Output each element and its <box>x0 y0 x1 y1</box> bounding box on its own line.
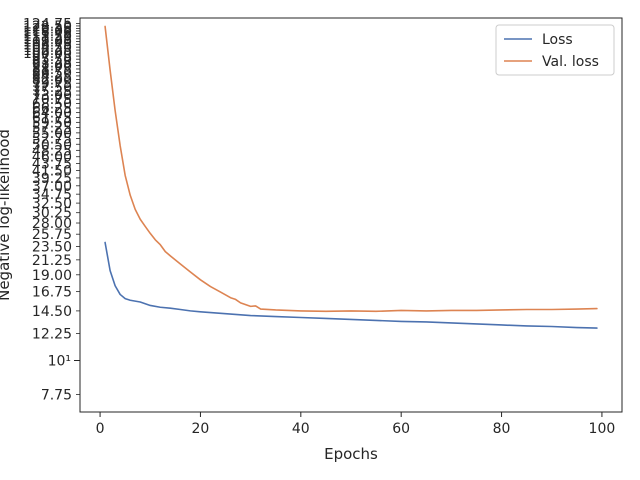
x-tick-label: 20 <box>192 421 210 437</box>
y-tick-label: 84.25 <box>32 69 72 85</box>
y-tick-label: 82.00 <box>32 73 72 89</box>
y-tick-label: 50.50 <box>32 137 72 153</box>
y-tick-label: 70.75 <box>32 92 72 108</box>
y-tick-label: 115.75 <box>23 27 72 43</box>
y-major-tick-label: 10¹ <box>48 354 71 370</box>
y-tick-label: 64.00 <box>32 106 72 122</box>
x-tick-label: 0 <box>96 421 105 437</box>
y-tick-label: 16.75 <box>32 285 72 301</box>
y-tick-label: 46.00 <box>32 150 72 166</box>
x-tick-label: 60 <box>392 421 410 437</box>
x-tick-label: 100 <box>589 421 616 437</box>
y-tick-label: 61.75 <box>32 110 72 126</box>
y-tick-label: 23.50 <box>32 239 72 255</box>
y-tick-label: 120.25 <box>23 21 72 37</box>
y-tick-label: 118.00 <box>23 24 72 40</box>
x-tick-label: 80 <box>493 421 511 437</box>
y-tick-label: 25.75 <box>32 227 72 243</box>
y-tick-label: 59.50 <box>32 115 72 131</box>
y-tick-label: 86.50 <box>32 65 72 81</box>
y-tick-label: 39.25 <box>32 171 72 187</box>
y-tick-label: 48.25 <box>32 143 72 159</box>
series-line-1 <box>104 241 598 329</box>
y-tick-label: 55.00 <box>32 126 72 142</box>
y-tick-label: 43.75 <box>32 156 72 172</box>
legend: Loss Val. loss <box>495 24 615 76</box>
y-tick-label: 104.50 <box>23 40 72 56</box>
y-tick-label: 100.00 <box>23 46 72 62</box>
y-tick-label: 73.00 <box>32 88 72 104</box>
axes-layer <box>79 17 623 413</box>
y-axis-label: Negative log-likelihood <box>0 129 13 301</box>
y-tick-label: 52.75 <box>32 131 72 147</box>
y-tick-label: 32.50 <box>32 196 72 212</box>
y-tick-label: 111.25 <box>23 32 72 48</box>
y-tick-label: 106.75 <box>23 37 72 53</box>
y-tick-label: 77.50 <box>32 80 72 96</box>
y-tick-label: 68.50 <box>32 97 72 113</box>
y-tick-label: 109.00 <box>23 35 72 51</box>
ticks-layer: 0 20 40 60 80 100 7.75 12.25 14.50 16.7519.0021.2… <box>23 17 615 437</box>
y-tick-label: 28.00 <box>32 216 72 232</box>
y-tick-label: 102.25 <box>23 43 72 59</box>
y-tick-label: 97.75 <box>32 49 72 65</box>
y-tick-label: 34.75 <box>32 187 72 203</box>
y-tick-label: 37.00 <box>32 179 72 195</box>
y-tick-label: 57.25 <box>32 121 72 137</box>
y-tick-label: 30.25 <box>32 206 72 222</box>
series-line-2 <box>104 25 598 313</box>
plot-area <box>80 18 622 412</box>
y-tick-label: 88.75 <box>32 62 72 78</box>
y-tick-label: 7.75 <box>41 388 72 404</box>
x-tick-label: 40 <box>292 421 310 437</box>
legend-label-1: Loss <box>542 32 573 48</box>
y-tick-label: 21.25 <box>32 253 72 269</box>
y-tick-label: 66.25 <box>32 101 72 117</box>
y-tick-label: 14.50 <box>32 304 72 320</box>
y-tick-label: 113.50 <box>23 29 72 45</box>
y-tick-label: 93.25 <box>32 55 72 71</box>
y-tick-label: 124.75 <box>23 17 72 33</box>
series-layer <box>104 25 598 329</box>
legend-label-2: Val. loss <box>542 54 599 70</box>
axes-frame <box>79 17 623 413</box>
y-tick-label: 79.75 <box>32 76 72 92</box>
y-tick-label: 41.50 <box>32 163 72 179</box>
y-tick-label: 19.00 <box>32 268 72 284</box>
y-tick-label: 95.50 <box>32 52 72 68</box>
y-tick-label: 12.25 <box>32 326 72 342</box>
y-tick-label: 75.25 <box>32 84 72 100</box>
y-tick-label: 91.00 <box>32 59 72 75</box>
legend-box <box>495 24 615 76</box>
y-tick-label: 122.50 <box>23 19 72 35</box>
x-axis-label: Epochs <box>324 445 378 463</box>
